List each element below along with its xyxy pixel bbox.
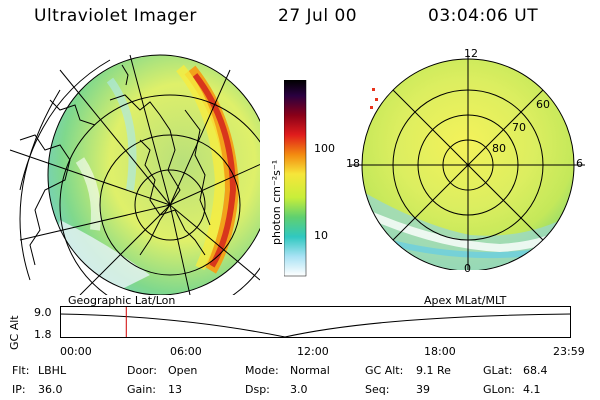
lat-label-60: 60 [536, 98, 550, 111]
colorbar-tick-100: 100 [314, 142, 335, 155]
mlt-label-12: 12 [464, 47, 478, 60]
instrument-title: Ultraviolet Imager [34, 6, 197, 26]
colorbar [284, 80, 307, 277]
footer-key: Flt: [12, 364, 30, 377]
footer-value: Normal [290, 364, 330, 377]
footer-value: 9.1 Re [416, 364, 451, 377]
footer-value: 4.1 [523, 383, 541, 396]
mlt-label-18: 18 [346, 157, 360, 170]
lat-label-80: 80 [492, 142, 506, 155]
mlt-label-0: 0 [464, 262, 471, 275]
altitude-plot [60, 306, 572, 338]
altitude-xtick-1200: 12:00 [297, 345, 329, 358]
footer-key: Gain: [127, 383, 156, 396]
footer-value: 36.0 [38, 383, 63, 396]
time-label: 03:04:06 UT [428, 6, 539, 26]
footer-key: GC Alt: [365, 364, 404, 377]
colorbar-tick-10: 10 [314, 229, 328, 242]
footer-value: 68.4 [523, 364, 548, 377]
altitude-ytick-high: 9.0 [34, 306, 52, 319]
mlt-label-6: 6 [576, 157, 583, 170]
altitude-ylabel: GC Alt [8, 315, 21, 350]
footer-value: Open [168, 364, 198, 377]
footer-value: 13 [168, 383, 182, 396]
lat-label-70: 70 [512, 121, 526, 134]
footer-key: GLat: [483, 364, 513, 377]
altitude-ytick-low: 1.8 [34, 328, 52, 341]
footer-key: Mode: [245, 364, 279, 377]
footer-value: 39 [416, 383, 430, 396]
footer-key: IP: [12, 383, 26, 396]
date-label: 27 Jul 00 [278, 6, 358, 26]
apex-polar-image [350, 55, 585, 270]
altitude-xtick-0600: 06:00 [170, 345, 202, 358]
footer-key: Dsp: [245, 383, 270, 396]
colorbar-unit-label: photon cm⁻²s⁻¹ [270, 159, 283, 245]
altitude-xtick-0000: 00:00 [60, 345, 92, 358]
geographic-panel-label: Geographic Lat/Lon [68, 294, 176, 307]
apex-panel-label: Apex MLat/MLT [424, 294, 507, 307]
footer-key: Door: [127, 364, 157, 377]
geographic-image [9, 54, 260, 295]
footer-value: LBHL [38, 364, 67, 377]
footer-key: Seq: [365, 383, 390, 396]
footer-value: 3.0 [290, 383, 308, 396]
footer-key: GLon: [483, 383, 515, 396]
altitude-xtick-1800: 18:00 [424, 345, 456, 358]
altitude-xtick-2359: 23:59 [553, 345, 585, 358]
